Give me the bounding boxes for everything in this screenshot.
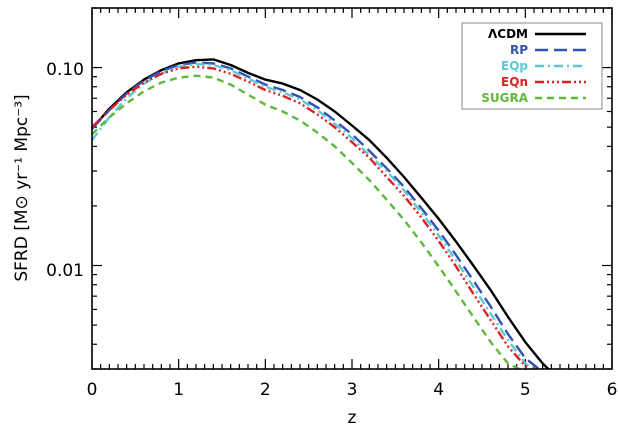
legend-label: SUGRA bbox=[481, 91, 528, 105]
series-line-3 bbox=[92, 65, 532, 369]
x-tick-label: 2 bbox=[260, 380, 271, 400]
series-line-1 bbox=[92, 61, 541, 369]
y-axis-label: SFRD [M⊙ yr⁻¹ Mpc⁻³] bbox=[12, 94, 32, 281]
legend: ΛCDM RP EQp EQn SUGRA bbox=[461, 22, 603, 110]
legend-label: RP bbox=[510, 43, 528, 57]
y-tick-labels: 0.01 0.10 bbox=[46, 60, 84, 281]
series-line-2 bbox=[92, 63, 537, 369]
x-tick-label: 0 bbox=[87, 380, 98, 400]
series-line-4 bbox=[92, 74, 523, 369]
plot-frame bbox=[91, 7, 613, 370]
x-tick-label: 5 bbox=[520, 380, 531, 400]
x-tick-label: 6 bbox=[607, 380, 618, 400]
legend-label: ΛCDM bbox=[488, 27, 528, 41]
series-lines bbox=[92, 58, 551, 369]
x-tick-label: 3 bbox=[347, 380, 358, 400]
legend-label: EQp bbox=[501, 59, 528, 73]
y-tick-label: 0.10 bbox=[46, 60, 84, 80]
x-axis-label: z bbox=[348, 408, 357, 428]
x-tick-labels: 0 1 2 3 4 5 6 bbox=[87, 380, 618, 400]
x-tick-label: 4 bbox=[433, 380, 444, 400]
x-tick-label: 1 bbox=[173, 380, 184, 400]
legend-label: EQn bbox=[501, 75, 528, 89]
y-tick-label: 0.01 bbox=[46, 261, 84, 281]
